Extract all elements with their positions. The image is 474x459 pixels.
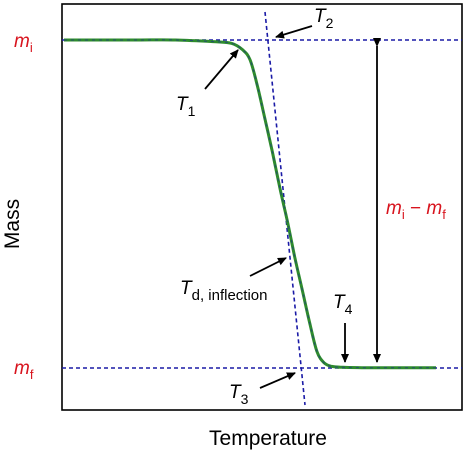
m-i-label: mi [14, 31, 33, 55]
series-line-0 [63, 38, 437, 370]
t2-label: T2 [314, 6, 334, 31]
x-axis-label: Temperature [209, 427, 327, 450]
series-layer [63, 38, 437, 370]
plot-frame [61, 3, 463, 411]
t2-arrow [275, 25, 313, 39]
series-line-overlay-0 [63, 39, 437, 369]
t4-label: T4 [333, 292, 353, 317]
t3-label: T3 [229, 382, 249, 407]
t1-label: T1 [176, 94, 196, 119]
mass-loss-label: mi − mf [386, 198, 446, 222]
y-axis-label: Mass [1, 199, 24, 249]
td-label: Td, inflection [180, 278, 268, 304]
t1-arrow [204, 49, 239, 90]
td-arrow [249, 257, 287, 277]
m-f-label: mf [14, 358, 34, 382]
t3-arrow [259, 372, 296, 389]
